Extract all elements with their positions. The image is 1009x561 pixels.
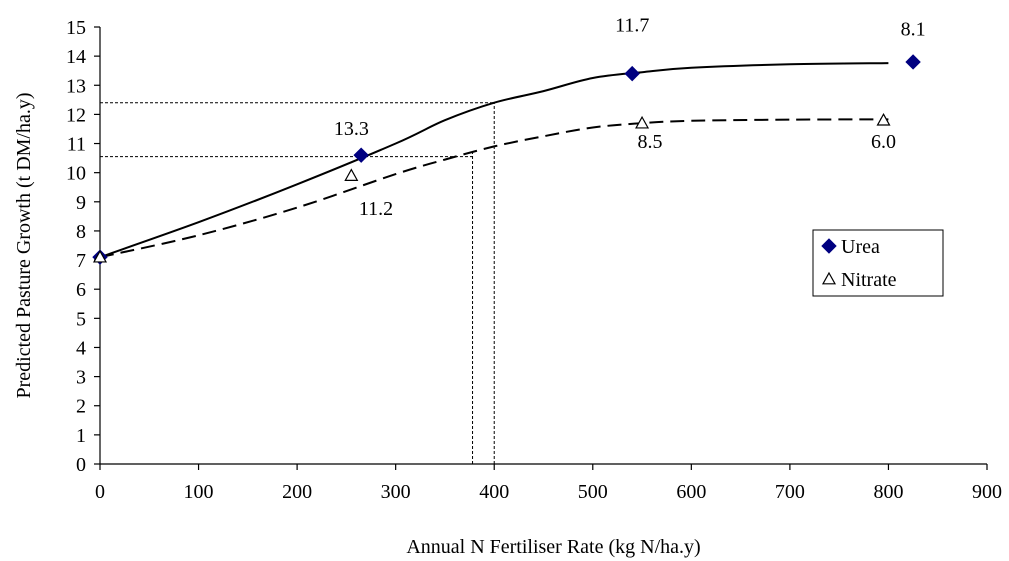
y-tick-label: 10 <box>66 163 86 185</box>
legend-label: Nitrate <box>841 269 897 291</box>
y-tick-label: 0 <box>76 454 86 476</box>
x-tick-label: 300 <box>381 481 411 503</box>
x-tick-label: 200 <box>282 481 312 503</box>
y-tick-label: 2 <box>76 396 86 418</box>
legend-box <box>812 229 944 297</box>
urea-fit-curve <box>99 62 889 259</box>
nitrate-point <box>92 249 108 263</box>
y-tick-label: 11 <box>67 134 86 156</box>
x-tick-label: 900 <box>972 481 1002 503</box>
urea-point <box>905 54 921 70</box>
nitrate-point <box>876 112 891 126</box>
x-tick-label: 500 <box>578 481 608 503</box>
urea-point <box>624 65 640 82</box>
y-tick-label: 4 <box>76 337 86 359</box>
nitrate-point <box>344 168 359 181</box>
data-label: 11.7 <box>615 14 649 36</box>
y-axis-title: Predicted Pasture Growth (t DM/ha.y) <box>13 92 35 398</box>
y-tick-label: 1 <box>76 425 86 447</box>
x-tick-label: 0 <box>95 481 105 503</box>
y-tick-label: 9 <box>76 192 86 214</box>
data-label: 13.3 <box>334 118 369 140</box>
x-tick-label: 100 <box>184 481 214 503</box>
nitrate-point <box>635 115 650 129</box>
legend-label: Urea <box>841 236 880 258</box>
x-axis-title: Annual N Fertiliser Rate (kg N/ha.y) <box>406 536 700 558</box>
data-label: 8.1 <box>901 19 926 41</box>
y-tick-label: 7 <box>76 250 86 272</box>
x-tick-label: 700 <box>775 481 805 503</box>
data-label: 11.2 <box>359 198 393 220</box>
x-tick-label: 800 <box>873 481 903 503</box>
y-tick-label: 6 <box>76 279 86 301</box>
y-tick-label: 12 <box>66 104 86 126</box>
data-label: 8.5 <box>637 131 662 153</box>
y-tick-label: 5 <box>76 308 86 330</box>
y-tick-label: 13 <box>66 75 86 97</box>
y-tick-label: 15 <box>66 17 86 39</box>
nitrate-fit-curve <box>99 118 889 259</box>
legend-urea-marker <box>821 238 837 254</box>
x-tick-label: 600 <box>676 481 706 503</box>
y-tick-label: 14 <box>66 46 86 68</box>
data-label: 6.0 <box>871 131 896 153</box>
y-tick-label: 8 <box>76 221 86 243</box>
y-tick-label: 3 <box>76 367 86 389</box>
x-tick-label: 400 <box>479 481 509 503</box>
urea-point <box>353 147 369 163</box>
legend-nitrate-marker <box>821 271 837 285</box>
